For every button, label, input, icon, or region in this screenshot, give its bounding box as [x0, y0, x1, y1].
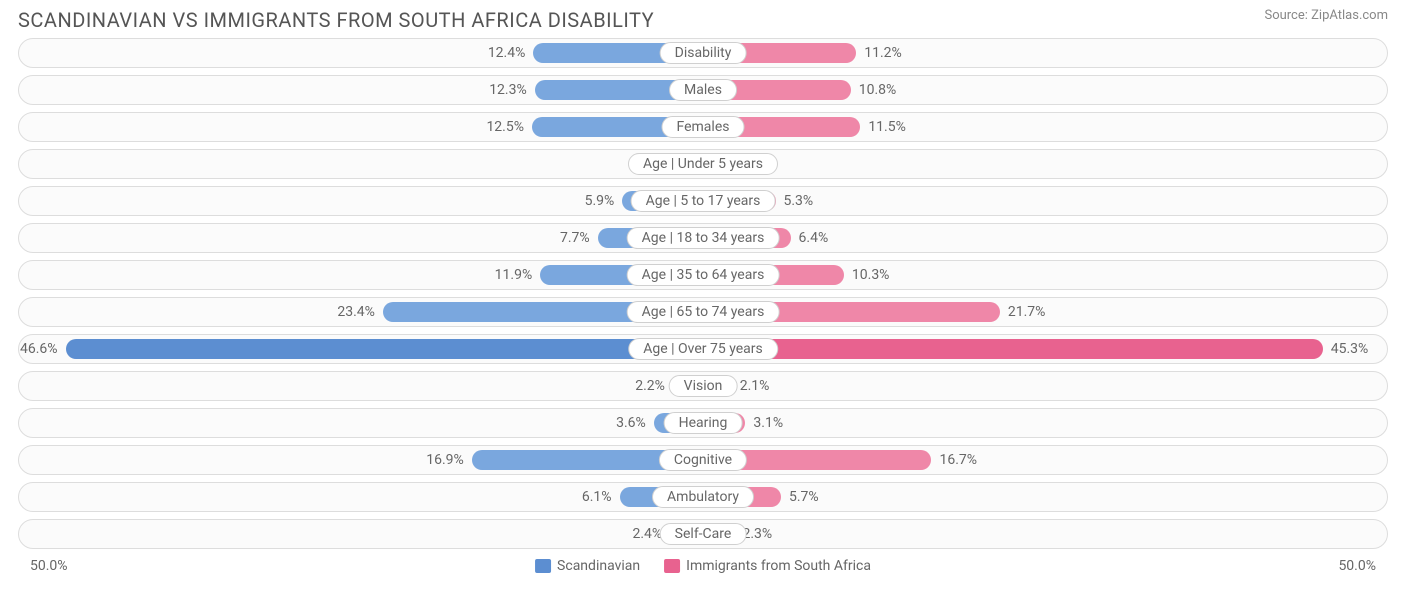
category-label: Males — [669, 79, 737, 101]
value-left: 12.5% — [486, 113, 524, 141]
legend-item-right: Immigrants from South Africa — [664, 558, 871, 574]
value-right: 11.5% — [868, 113, 906, 141]
value-right: 11.2% — [864, 39, 902, 67]
chart-row: 5.9% 5.3% Age | 5 to 17 years — [18, 186, 1388, 216]
value-left: 12.3% — [489, 76, 527, 104]
value-left: 2.2% — [635, 372, 665, 400]
chart-row: 1.5%1.2%Age | Under 5 years — [18, 149, 1388, 179]
category-label: Self-Care — [660, 523, 747, 545]
category-label: Disability — [660, 42, 747, 64]
value-right: 5.7% — [789, 483, 819, 511]
chart-title: SCANDINAVIAN VS IMMIGRANTS FROM SOUTH AF… — [18, 8, 654, 32]
value-right: 16.7% — [939, 446, 977, 474]
chart-row: 16.9% 16.7% Cognitive — [18, 445, 1388, 475]
value-left: 11.9% — [495, 261, 533, 289]
value-left: 46.6% — [20, 335, 58, 363]
chart-row: 7.7% 6.4% Age | 18 to 34 years — [18, 223, 1388, 253]
value-right: 6.4% — [799, 224, 829, 252]
value-right: 45.3% — [1331, 335, 1369, 363]
value-right: 3.1% — [753, 409, 783, 437]
chart-row: 12.4% 11.2% Disability — [18, 38, 1388, 68]
chart-source: Source: ZipAtlas.com — [1264, 8, 1388, 23]
legend-item-left: Scandinavian — [535, 558, 640, 574]
chart-footer: 50.0% Scandinavian Immigrants from South… — [0, 556, 1406, 580]
chart-row: 3.6% 3.1% Hearing — [18, 408, 1388, 438]
category-label: Females — [662, 116, 745, 138]
axis-right-label: 50.0% — [1338, 558, 1376, 574]
legend-swatch-right — [664, 559, 680, 573]
value-left: 16.9% — [426, 446, 464, 474]
category-label: Age | Under 5 years — [628, 153, 778, 175]
value-left: 6.1% — [582, 483, 612, 511]
chart-row: 46.6% 45.3% Age | Over 75 years — [18, 334, 1388, 364]
diverging-bar-chart: 12.4% 11.2% Disability 12.3% 10.8% Males 12.5%… — [0, 38, 1406, 549]
legend-label-right: Immigrants from South Africa — [686, 558, 871, 574]
axis-left-label: 50.0% — [30, 558, 68, 574]
bar-right — [703, 339, 1323, 359]
value-right: 10.3% — [852, 261, 890, 289]
value-left: 7.7% — [560, 224, 590, 252]
category-label: Age | 65 to 74 years — [627, 301, 780, 323]
value-right: 2.3% — [742, 520, 772, 548]
value-left: 5.9% — [585, 187, 615, 215]
chart-row: 6.1% 5.7% Ambulatory — [18, 482, 1388, 512]
chart-row: 2.2% 2.1%Vision — [18, 371, 1388, 401]
value-left: 12.4% — [488, 39, 526, 67]
value-left: 23.4% — [337, 298, 375, 326]
chart-row: 12.3% 10.8% Males — [18, 75, 1388, 105]
value-right: 5.3% — [784, 187, 814, 215]
legend-label-left: Scandinavian — [557, 558, 640, 574]
chart-row: 2.4% 2.3%Self-Care — [18, 519, 1388, 549]
value-right: 10.8% — [859, 76, 897, 104]
chart-legend: Scandinavian Immigrants from South Afric… — [535, 558, 871, 574]
category-label: Ambulatory — [652, 486, 754, 508]
chart-row: 12.5% 11.5% Females — [18, 112, 1388, 142]
category-label: Age | 35 to 64 years — [627, 264, 780, 286]
category-label: Age | Over 75 years — [628, 338, 778, 360]
category-label: Cognitive — [659, 449, 747, 471]
value-left: 2.4% — [632, 520, 662, 548]
category-label: Hearing — [664, 412, 743, 434]
value-left: 3.6% — [616, 409, 646, 437]
value-right: 21.7% — [1008, 298, 1046, 326]
chart-header: SCANDINAVIAN VS IMMIGRANTS FROM SOUTH AF… — [0, 0, 1406, 38]
category-label: Vision — [669, 375, 738, 397]
category-label: Age | 5 to 17 years — [631, 190, 776, 212]
value-right: 2.1% — [740, 372, 770, 400]
category-label: Age | 18 to 34 years — [627, 227, 780, 249]
chart-row: 23.4% 21.7% Age | 65 to 74 years — [18, 297, 1388, 327]
bar-left — [66, 339, 703, 359]
chart-row: 11.9% 10.3% Age | 35 to 64 years — [18, 260, 1388, 290]
legend-swatch-left — [535, 559, 551, 573]
